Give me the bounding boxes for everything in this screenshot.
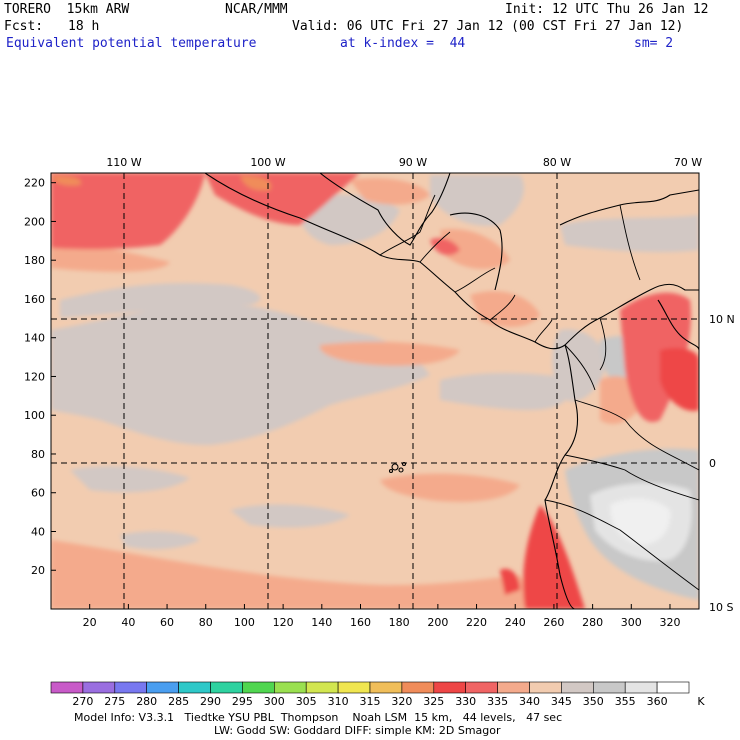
longitude-label: 100 W [250, 156, 285, 169]
colorbar-label: 295 [232, 695, 253, 708]
center-name: NCAR/MMM [225, 2, 288, 17]
x-tick-label: 220 [466, 616, 487, 629]
latitude-label: 10 N [709, 313, 735, 326]
y-tick-label: 220 [24, 177, 45, 190]
y-tick-label: 80 [31, 448, 45, 461]
colorbar-unit: K [697, 695, 705, 708]
y-axis: 220 200 180 160 140 120 100 80 60 40 20 [24, 177, 56, 577]
x-tick-label: 60 [160, 616, 174, 629]
y-tick-label: 160 [24, 293, 45, 306]
x-axis: 20 40 60 80 100 120 140 160 180 200 220 240 260 280 30… [83, 604, 680, 629]
colorbar-swatch [178, 681, 211, 694]
x-tick-label: 280 [582, 616, 603, 629]
colorbar-label: 290 [200, 695, 221, 708]
colorbar-label: 300 [264, 695, 285, 708]
colorbar-swatch [465, 681, 498, 694]
latitude-label: 10 S [709, 601, 733, 614]
x-tick-label: 20 [83, 616, 97, 629]
colorbar-label: 285 [168, 695, 189, 708]
colorbar-swatch [242, 681, 275, 694]
colorbar-swatch [433, 681, 466, 694]
colorbar-swatch [210, 681, 243, 694]
colorbar-label: 270 [72, 695, 93, 708]
colorbar-swatch [50, 681, 84, 694]
colorbar-label: 335 [487, 695, 508, 708]
colorbar-swatch [497, 681, 530, 694]
forecast-hour: 18 h [68, 19, 100, 34]
colorbar-swatch [592, 681, 626, 694]
x-tick-label: 300 [621, 616, 642, 629]
level-info: at k-index = 44 [340, 36, 466, 51]
x-tick-label: 200 [427, 616, 448, 629]
y-tick-label: 200 [24, 215, 45, 228]
colorbar: 270 275 280 285 290 295 300 305 310 315 320 325 330 3… [50, 681, 705, 708]
colorbar-swatch [401, 681, 435, 694]
longitude-label: 70 W [674, 156, 702, 169]
colorbar-swatch [114, 681, 148, 694]
y-tick-label: 120 [24, 370, 45, 383]
x-tick-label: 240 [505, 616, 526, 629]
colorbar-label: 320 [391, 695, 412, 708]
coastlines [204, 173, 699, 609]
colorbar-label: 275 [104, 695, 125, 708]
colorbar-label: 345 [551, 695, 572, 708]
country-borders [379, 194, 699, 591]
colorbar-label: 305 [296, 695, 317, 708]
x-tick-label: 160 [350, 616, 371, 629]
x-tick-label: 120 [273, 616, 294, 629]
longitude-label: 90 W [399, 156, 427, 169]
x-tick-label: 140 [311, 616, 332, 629]
colorbar-label: 280 [136, 695, 157, 708]
colorbar-label: 325 [423, 695, 444, 708]
latitude-label: 0 [709, 457, 716, 470]
map-frame [50, 172, 700, 610]
colorbar-swatch [656, 681, 690, 694]
x-tick-label: 80 [199, 616, 213, 629]
colorbar-swatch [146, 681, 179, 694]
y-tick-label: 100 [24, 409, 45, 422]
x-tick-label: 180 [389, 616, 410, 629]
valid-time: Valid: 06 UTC Fri 27 Jan 12 (00 CST Fri … [292, 19, 684, 34]
colorbar-label: 350 [583, 695, 604, 708]
theta-e-field [51, 173, 699, 609]
longitude-label: 110 W [106, 156, 141, 169]
colorbar-swatch [337, 681, 371, 694]
colorbar-label: 340 [519, 695, 540, 708]
longitude-label: 80 W [543, 156, 571, 169]
y-tick-label: 60 [31, 487, 45, 500]
x-tick-label: 320 [659, 616, 680, 629]
forecast-label: Fcst: [4, 19, 44, 34]
init-time: Init: 12 UTC Thu 26 Jan 12 [505, 2, 709, 17]
longitude-labels: 110 W 100 W 90 W 80 W 70 W [106, 156, 702, 169]
x-tick-label: 40 [121, 616, 135, 629]
field-name: Equivalent potential temperature [6, 36, 257, 51]
colorbar-label: 315 [360, 695, 381, 708]
colorbar-label: 355 [615, 695, 636, 708]
colorbar-swatch [529, 681, 562, 694]
colorbar-swatch [82, 681, 116, 694]
colorbar-label: 360 [647, 695, 668, 708]
x-tick-label: 100 [234, 616, 255, 629]
colorbar-label: 310 [328, 695, 349, 708]
colorbar-swatch [369, 681, 403, 694]
y-tick-label: 20 [31, 564, 45, 577]
latitude-labels: 10 N 0 10 S [709, 313, 735, 614]
colorbar-swatch [624, 681, 658, 694]
y-tick-label: 140 [24, 332, 45, 345]
model-name: TORERO 15km ARW [4, 2, 130, 17]
colorbar-swatch [305, 681, 339, 694]
lat-lon-grid [51, 173, 699, 609]
colorbar-label: 330 [455, 695, 476, 708]
y-tick-label: 180 [24, 254, 45, 267]
x-tick-label: 260 [543, 616, 564, 629]
smoothing-info: sm= 2 [634, 36, 674, 51]
model-info-line2: LW: Godd SW: Goddard DIFF: simple KM: 2D… [214, 724, 501, 737]
colorbar-swatch [561, 681, 594, 694]
colorbar-swatch [273, 681, 307, 694]
y-tick-label: 40 [31, 525, 45, 538]
model-info-line1: Model Info: V3.3.1 Tiedtke YSU PBL Thomp… [74, 711, 563, 724]
